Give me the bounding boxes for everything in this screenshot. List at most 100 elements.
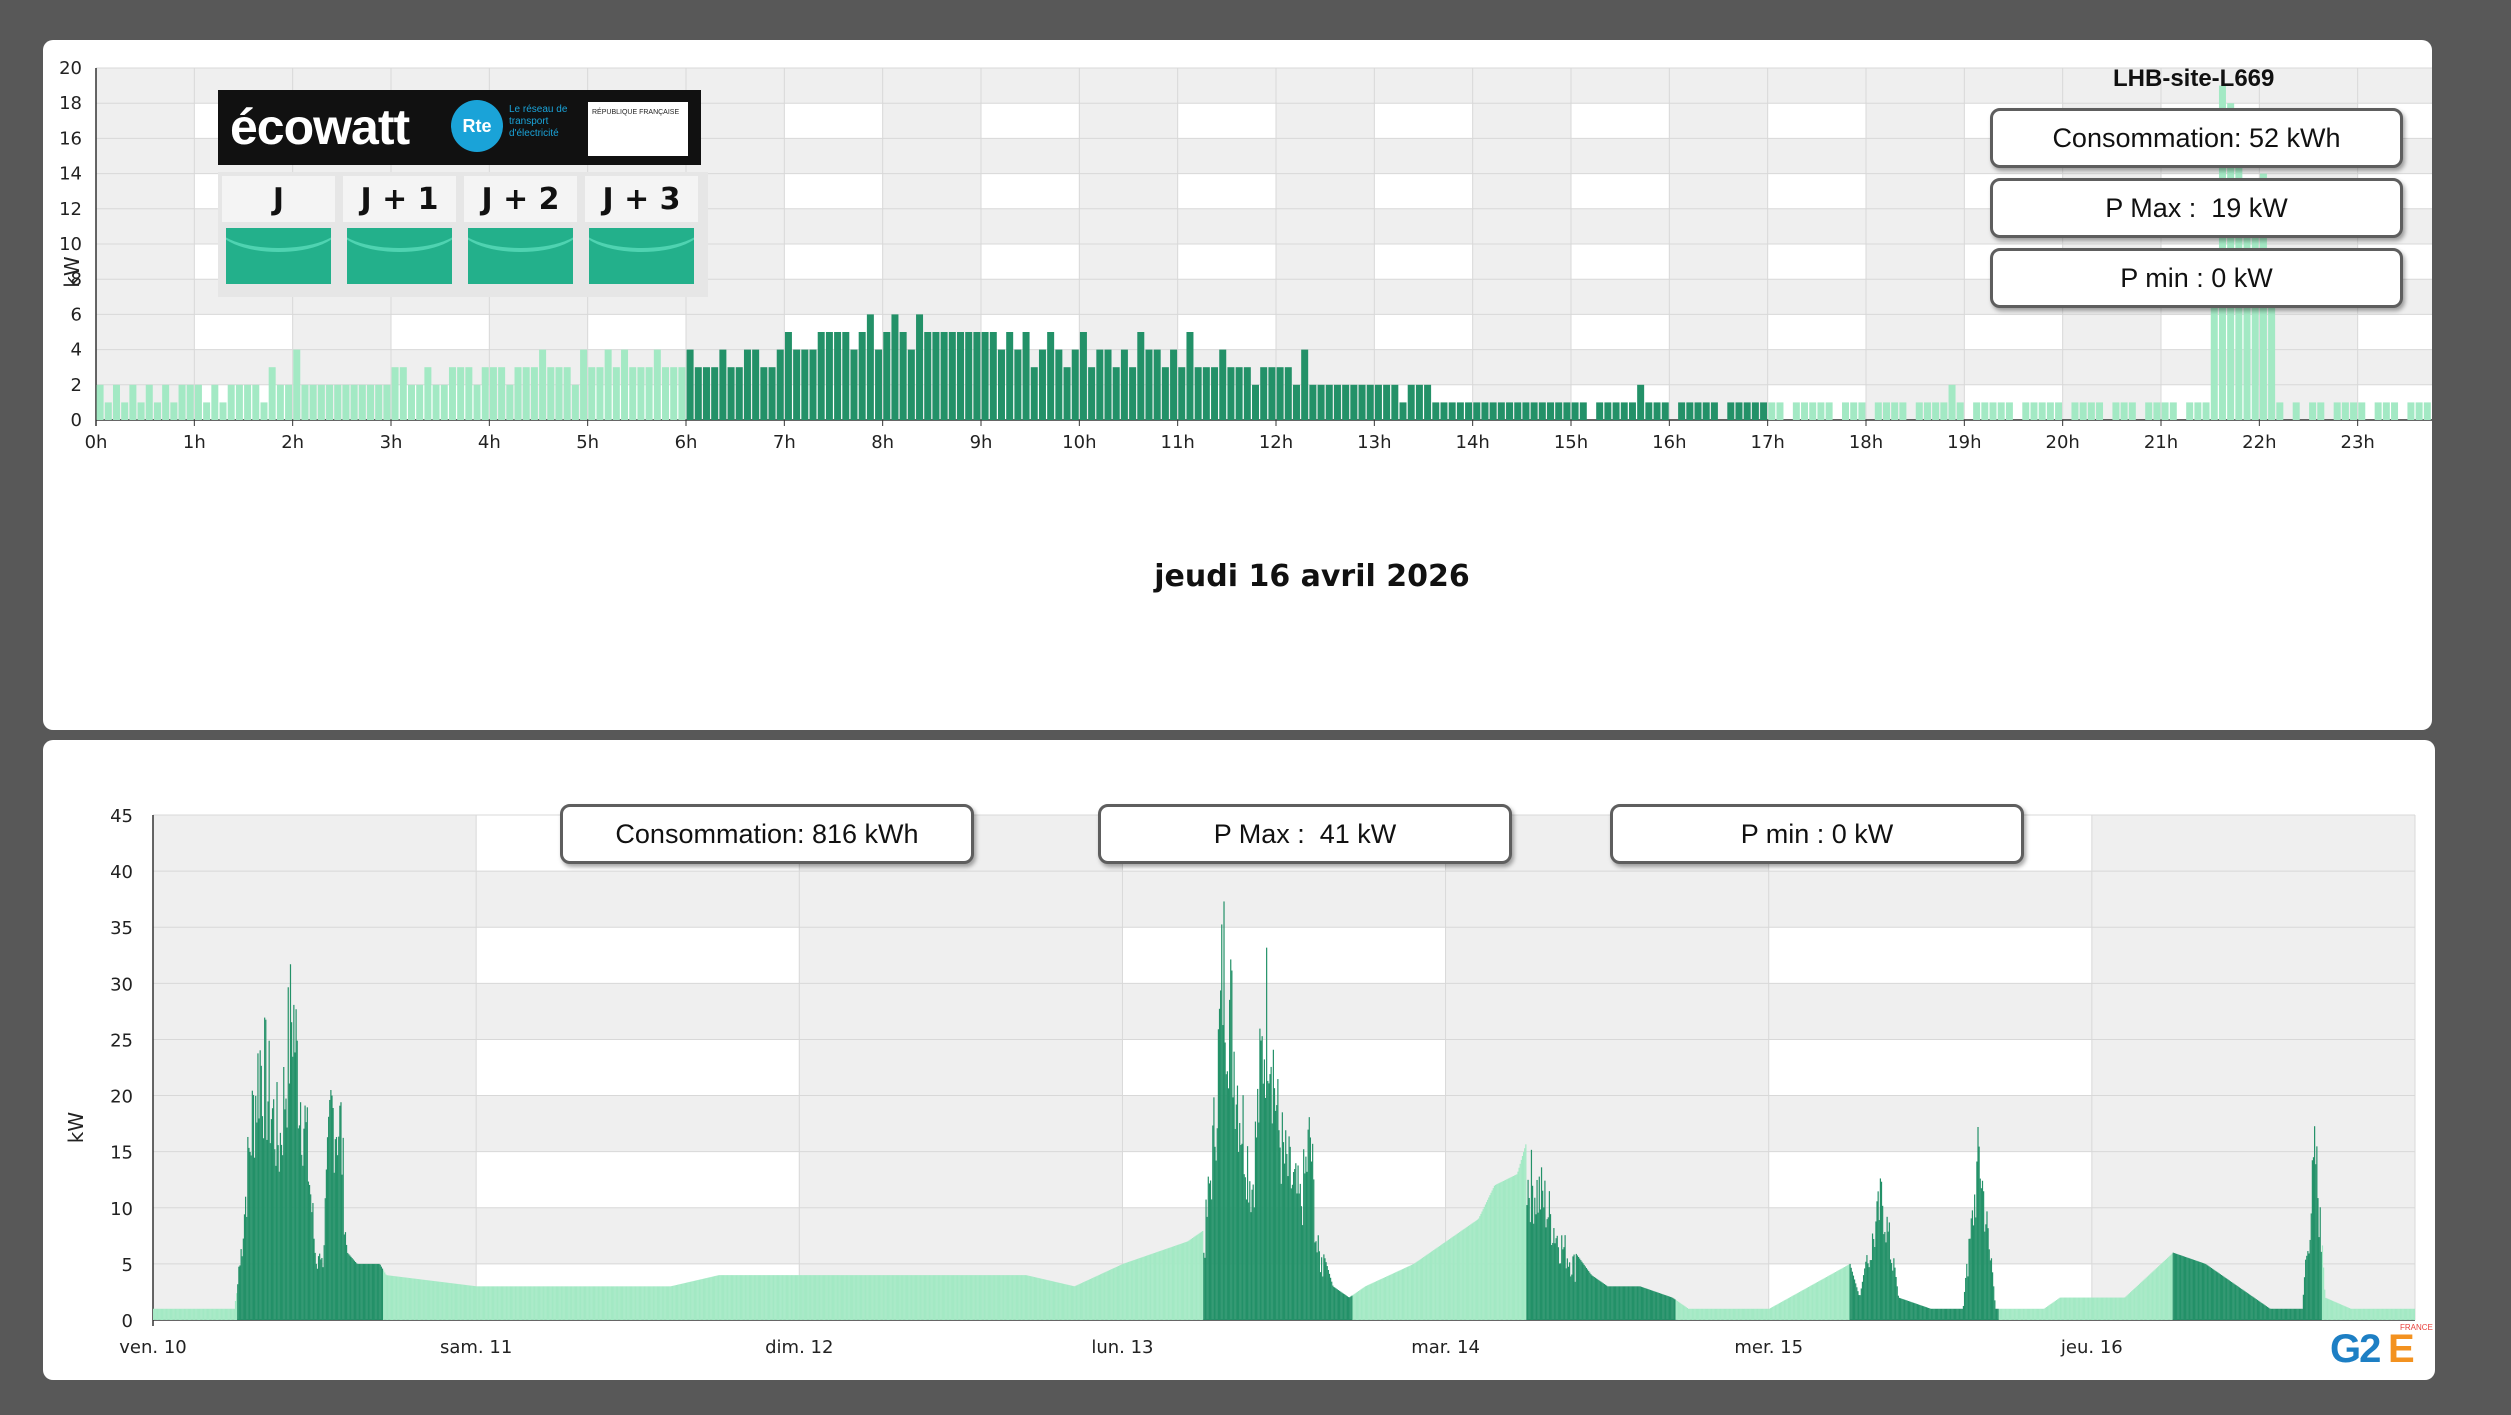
bar [1953,1308,1956,1320]
bar [1869,1260,1871,1320]
bar [2184,1256,2187,1320]
bar [1193,1237,1195,1320]
bar [2193,1260,2196,1320]
bar [2343,1305,2345,1320]
bar [2007,1308,2009,1320]
bar [1836,1271,1838,1320]
ecowatt-day-j1[interactable]: J + 1 [343,176,456,294]
bar [654,1286,656,1320]
ecowatt-day-j[interactable]: J [222,176,335,294]
bar [1461,1230,1463,1320]
bar [421,1279,423,1320]
bar [1078,1284,1080,1320]
bar [1205,1199,1207,1320]
bar [2317,1198,2319,1320]
bar [489,1286,491,1320]
bar [1802,1290,1804,1320]
grid-band [686,103,785,139]
bar [881,1275,883,1320]
bar [1390,1274,1392,1320]
bar [225,1308,228,1320]
bar [1608,1286,1610,1320]
bar [1169,1247,1171,1320]
bar [1903,1299,1905,1320]
bar [2402,1308,2404,1320]
bar [1131,1260,1133,1320]
bar [1371,1283,1373,1320]
bar [2004,1308,2006,1320]
bar [528,1286,531,1320]
bar [1306,1171,1308,1320]
bar [1509,1177,1511,1320]
bar [324,1198,326,1320]
bar [949,1275,951,1320]
grid-band [153,927,477,984]
bar [702,367,710,420]
bar [1806,1287,1809,1320]
bar [627,1286,629,1320]
bar [673,1285,675,1320]
bar [314,1252,316,1320]
bar [458,1284,460,1320]
bar [1494,1184,1497,1320]
bar [1292,384,1300,420]
bar [363,1263,366,1320]
bar [625,1286,627,1320]
x-tick-label: 1h [183,432,206,453]
ecowatt-widget[interactable]: écowatt Rte Le réseau de transport d'éle… [218,90,708,300]
bar [386,1275,388,1320]
bar [917,1275,919,1320]
bar [1767,1308,1769,1320]
ecowatt-day-j2[interactable]: J + 2 [464,176,577,294]
bar [2078,1297,2080,1320]
bar [1978,1146,1980,1320]
bar [817,332,825,420]
bar [469,1285,471,1320]
bar [1555,402,1563,420]
bar [1924,1306,1926,1320]
bar [2278,1308,2280,1320]
grid-band [799,927,1123,984]
bar [1196,1234,1198,1320]
bar [2408,1308,2410,1320]
bar [298,1125,301,1320]
bar [286,1127,288,1320]
bar [1796,1293,1798,1320]
bar [1766,1308,1768,1320]
bar [2393,1308,2395,1320]
bar [1757,1308,1759,1320]
bar [184,1308,186,1320]
bar [370,1263,372,1320]
bar [2384,1308,2386,1320]
bar [1062,1283,1065,1320]
bar [1960,1308,1962,1320]
bar [668,1286,670,1320]
bar [1537,1212,1539,1320]
bar [1381,1278,1383,1320]
bar [2163,1260,2165,1320]
bar [912,1275,914,1320]
bar [986,1275,988,1320]
bar [1163,1249,1166,1320]
bar [2191,1259,2193,1320]
bar [2009,1308,2012,1320]
bar [1576,1255,1579,1320]
bar [199,1308,201,1320]
bar [1380,1279,1382,1320]
bar [1000,1275,1002,1320]
bar [961,1275,964,1320]
ecowatt-day-j3[interactable]: J + 3 [585,176,698,294]
bar [905,1275,908,1320]
bar [979,1275,982,1320]
bar [394,1276,396,1320]
bar [1038,349,1046,420]
bar [1492,1188,1494,1320]
bar [215,1308,218,1320]
bar [626,1286,628,1320]
bar [1470,1224,1472,1320]
bar [1981,402,1989,420]
bar [1925,1307,1927,1320]
bar [1997,402,2005,420]
bar [1245,1199,1248,1320]
bar [2329,1299,2331,1320]
